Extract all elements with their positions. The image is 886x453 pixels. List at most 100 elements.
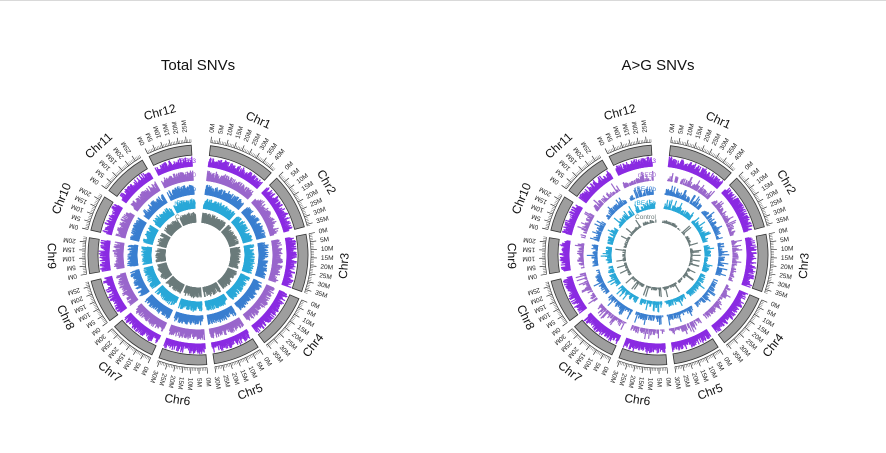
axis-tick [85, 227, 89, 229]
axis-tick [124, 160, 130, 166]
axis-tick [119, 337, 122, 341]
axis-tick [235, 145, 238, 149]
axis-tick [168, 139, 171, 146]
histogram-bar [229, 244, 236, 248]
axis-tick [245, 357, 249, 364]
axis-tick [288, 322, 292, 325]
tick-label: 20M [167, 375, 176, 389]
track-rbe50 [115, 212, 135, 239]
axis-tick [306, 284, 310, 286]
track-rbe50 [268, 239, 283, 283]
axis-tick [718, 157, 721, 160]
axis-tick [87, 289, 91, 291]
axis-tick [175, 365, 177, 369]
axis-tick [287, 183, 290, 186]
axis-tick [130, 346, 133, 350]
tick-label: 25M [181, 120, 189, 133]
histogram-bar [208, 328, 211, 334]
axis-tick [717, 156, 720, 160]
axis-tick [283, 328, 287, 331]
axis-tick [101, 317, 104, 320]
axis-tick [117, 336, 121, 340]
axis-tick [307, 281, 314, 284]
axis-tick [294, 194, 298, 197]
tick-label: 5M [305, 309, 316, 319]
ideogram-segment [268, 177, 305, 230]
axis-tick [143, 354, 146, 358]
axis-tick [85, 225, 89, 227]
axis-tick [170, 364, 172, 368]
track-rbe49b [173, 311, 204, 326]
chromosome-label: Chr8 [54, 303, 78, 333]
track-rbe50 [168, 324, 206, 341]
axis-tick [171, 142, 173, 146]
axis-tick [680, 141, 682, 145]
histogram-bar [237, 203, 244, 211]
axis-tick [269, 162, 274, 168]
axis-tick [124, 165, 127, 168]
track-rbe50 [206, 170, 254, 200]
axis-tick [84, 219, 91, 223]
axis-tick [176, 137, 179, 144]
axis-tick [714, 154, 717, 158]
chromosome-label: Chr12 [142, 101, 178, 123]
series-label: rBE50 [178, 172, 196, 179]
axis-tick [695, 145, 698, 149]
track-rbe49b [127, 244, 139, 267]
axis-tick [301, 209, 305, 211]
axis-tick [85, 283, 89, 285]
histogram-bar [234, 302, 238, 307]
tick-label: 20M [320, 264, 333, 272]
series-label: rBE45b [174, 200, 196, 207]
axis-tick [250, 152, 253, 156]
axis-tick [86, 293, 93, 297]
axis-tick [284, 177, 290, 183]
axis-tick [238, 146, 241, 150]
axis-tick [224, 142, 226, 146]
axis-tick [214, 366, 217, 373]
tick-label: 10M [226, 123, 236, 137]
axis-tick [87, 219, 91, 221]
track-control [155, 248, 167, 263]
axis-tick [266, 344, 269, 348]
axis-tick [112, 176, 115, 179]
axis-tick [231, 144, 233, 148]
axis-tick [92, 206, 96, 209]
axis-tick [113, 332, 116, 335]
axis-tick [694, 142, 697, 149]
axis-tick [691, 144, 693, 148]
axis-tick [731, 167, 735, 170]
axis-tick [222, 365, 225, 372]
track-rbe45b [142, 224, 159, 245]
histogram-bar [251, 325, 258, 333]
axis-tick [149, 149, 151, 153]
axis-tick [277, 335, 280, 338]
axis-tick [255, 152, 260, 159]
axis-tick [261, 159, 264, 162]
axis-tick [155, 146, 157, 150]
axis-tick [303, 214, 307, 216]
axis-tick [231, 362, 234, 366]
axis-tick [710, 152, 713, 156]
axis-tick [244, 149, 247, 153]
tick-label: 15M [234, 126, 245, 140]
histogram-bar [254, 274, 266, 279]
axis-tick [87, 287, 91, 290]
axis-tick [254, 154, 257, 158]
axis-tick [670, 136, 672, 143]
axis-tick [125, 164, 128, 167]
axis-tick [290, 187, 293, 190]
axis-tick [137, 155, 140, 159]
axis-tick [91, 208, 95, 210]
track-rbe45b [202, 198, 236, 221]
tick-label: 0M [669, 123, 677, 133]
axis-tick [89, 295, 93, 298]
axis-tick [220, 141, 222, 145]
tick-label: 15M [238, 369, 249, 383]
tick-baseline [214, 349, 260, 368]
axis-tick [146, 356, 148, 359]
axis-tick [688, 143, 690, 147]
chromosome-label: Chr3 [336, 252, 352, 279]
axis-tick [124, 342, 127, 345]
